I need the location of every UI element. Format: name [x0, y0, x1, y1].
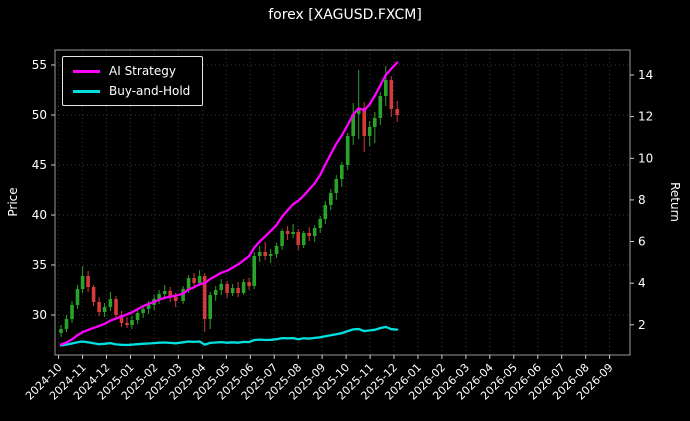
plot-border	[54, 49, 631, 356]
svg-text:35: 35	[32, 258, 47, 272]
svg-text:4: 4	[638, 276, 646, 290]
x-axis-ticks: 2024-102024-112024-122025-012025-022025-…	[23, 355, 616, 403]
svg-text:50: 50	[32, 108, 47, 122]
legend-item-ai-strategy: AI Strategy	[73, 65, 190, 77]
svg-text:55: 55	[32, 58, 47, 72]
grid-layer	[55, 50, 630, 355]
buy-and-hold-line	[59, 325, 399, 347]
svg-text:2: 2	[638, 318, 646, 332]
svg-text:30: 30	[32, 308, 47, 322]
svg-text:40: 40	[32, 208, 47, 222]
svg-text:10: 10	[638, 151, 653, 165]
svg-text:14: 14	[638, 68, 653, 82]
ai-strategy-line	[59, 61, 399, 346]
y-axis-left-ticks: 30 35 40 45 50 55	[32, 58, 55, 322]
legend-label-buy-and-hold: Buy-and-Hold	[109, 84, 191, 98]
svg-text:8: 8	[638, 193, 646, 207]
legend: AI Strategy Buy-and-Hold	[62, 56, 204, 106]
svg-text:12: 12	[638, 110, 653, 124]
buy-and-hold-line-swatch	[73, 89, 100, 93]
candles-layer	[59, 66, 399, 337]
ai-strategy-line-swatch	[73, 69, 100, 73]
y-axis-right-ticks: 2 4 6 8 10 12 14	[630, 68, 653, 332]
legend-item-buy-and-hold: Buy-and-Hold	[73, 85, 190, 97]
legend-label-ai-strategy: AI Strategy	[109, 64, 176, 78]
svg-text:45: 45	[32, 158, 47, 172]
chart-title: forex [XAGUSD.FXCM]	[268, 7, 422, 23]
svg-text:6: 6	[638, 235, 646, 249]
